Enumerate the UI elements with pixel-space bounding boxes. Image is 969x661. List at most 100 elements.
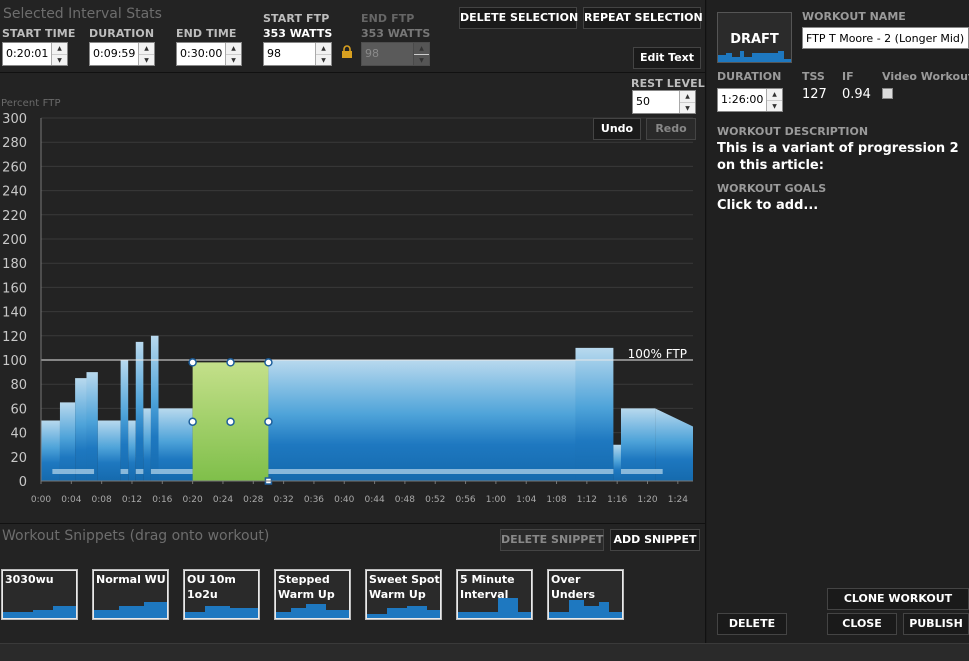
snippet-name: OU 10m 1o2u <box>187 573 236 601</box>
x-tick-label: 1:12 <box>577 495 597 505</box>
start-ftp-watts: 353 WATTS <box>263 27 333 40</box>
start-ftp-value[interactable]: 98 <box>267 47 281 60</box>
description-text[interactable]: This is a variant of progression 2 on th… <box>717 141 959 173</box>
snippet-profile <box>3 606 76 618</box>
snippet-card[interactable]: 5 Minute Interval <box>456 569 533 620</box>
text-marker-bar[interactable] <box>620 469 663 474</box>
duration-value[interactable]: 0:09:59 <box>93 47 136 60</box>
interval-block[interactable] <box>613 444 621 481</box>
thumbnail-profile <box>718 51 791 62</box>
interval-block[interactable] <box>97 420 121 482</box>
selection-handle[interactable] <box>188 358 197 367</box>
x-tick-label: 0:48 <box>395 495 415 505</box>
rest-level-value[interactable]: 50 <box>636 95 650 108</box>
edit-text-button[interactable]: Edit Text <box>633 47 701 69</box>
end-time-stepper[interactable]: 0:30:00 ▲ ▼ <box>176 42 242 66</box>
snippets-title: Workout Snippets (drag onto workout) <box>2 528 270 544</box>
interval-block[interactable] <box>158 408 193 481</box>
selection-handle[interactable] <box>226 358 235 367</box>
down-arrow-icon[interactable]: ▼ <box>226 54 241 66</box>
interval-block[interactable] <box>120 360 129 481</box>
y-axis-label: Percent FTP <box>1 98 61 109</box>
snippet-name: 3030wu <box>5 573 54 586</box>
interval-block[interactable] <box>620 408 656 481</box>
snippet-preview: Sweet Spot Warm Up <box>367 571 440 618</box>
workout-duration-value[interactable]: 1:26:00 <box>721 93 764 106</box>
down-arrow-icon[interactable]: ▼ <box>52 54 67 66</box>
lock-icon[interactable] <box>341 45 353 59</box>
selection-handle[interactable] <box>226 417 235 426</box>
description-label: WORKOUT DESCRIPTION <box>717 125 869 138</box>
y-tick-label: 260 <box>2 160 27 175</box>
down-arrow-icon[interactable]: ▼ <box>316 54 331 66</box>
x-tick-label: 1:04 <box>516 495 536 505</box>
undo-button[interactable]: Undo <box>593 118 641 140</box>
text-marker-bar[interactable] <box>120 469 129 474</box>
y-tick-label: 240 <box>2 185 27 200</box>
start-ftp-stepper[interactable]: 98 ▲ ▼ <box>263 42 332 66</box>
workout-thumbnail[interactable]: DRAFT <box>717 12 792 63</box>
down-arrow-icon[interactable]: ▼ <box>139 54 154 66</box>
up-arrow-icon[interactable]: ▲ <box>321 45 326 52</box>
x-tick-label: 0:20 <box>183 495 203 505</box>
selection-handle[interactable] <box>264 417 273 426</box>
selection-handle[interactable] <box>264 358 273 367</box>
y-tick-label: 80 <box>10 378 27 393</box>
down-arrow-icon[interactable]: ▼ <box>680 102 695 114</box>
text-marker-bar[interactable] <box>268 469 614 474</box>
x-tick-label: 1:00 <box>486 495 506 505</box>
selection-handle[interactable] <box>188 417 197 426</box>
interval-block[interactable] <box>268 360 576 481</box>
workout-chart[interactable]: 0 20 40 60 80 100 120 140 160 180 200 220 240 260 280 3… <box>0 75 706 517</box>
interval-block[interactable] <box>75 378 87 481</box>
snippet-card[interactable]: 3030wu <box>1 569 78 620</box>
up-arrow-icon[interactable]: ▲ <box>685 93 690 100</box>
interval-block[interactable] <box>128 420 136 482</box>
snippet-card[interactable]: Over Unders <box>547 569 624 620</box>
delete-selection-button[interactable]: DELETE SELECTION <box>459 7 578 29</box>
video-workout-checkbox[interactable] <box>882 88 893 99</box>
y-tick-label: 220 <box>2 209 27 224</box>
close-button[interactable]: CLOSE <box>827 613 897 635</box>
clone-workout-button[interactable]: CLONE WORKOUT <box>827 588 969 610</box>
y-tick-label: 140 <box>2 306 27 321</box>
up-arrow-icon[interactable]: ▲ <box>772 91 777 98</box>
interval-block[interactable] <box>150 335 159 481</box>
repeat-selection-button[interactable]: REPEAT SELECTION <box>583 7 703 29</box>
y-tick-label: 200 <box>2 233 27 248</box>
interval-block[interactable] <box>135 341 144 481</box>
snippet-preview: Stepped Warm Up <box>276 571 349 618</box>
add-snippet-button[interactable]: ADD SNIPPET <box>610 529 700 551</box>
text-marker-bar[interactable] <box>135 469 144 474</box>
start-time-stepper[interactable]: 0:20:01 ▲ ▼ <box>2 42 68 66</box>
duration-stepper[interactable]: 0:09:59 ▲ ▼ <box>89 42 155 66</box>
x-tick-label: 0:24 <box>213 495 233 505</box>
workout-name-input[interactable]: FTP T Moore - 2 (Longer Mid) <box>802 27 969 49</box>
snippet-card[interactable]: Normal WU <box>92 569 169 620</box>
text-marker-bar[interactable] <box>52 469 76 474</box>
rest-level-stepper[interactable]: 50 ▲ ▼ <box>632 90 696 114</box>
snippet-card[interactable]: Sweet Spot Warm Up <box>365 569 442 620</box>
text-marker-bar[interactable] <box>75 469 95 474</box>
interval-block[interactable] <box>143 408 151 481</box>
delete-workout-button[interactable]: DELETE <box>717 613 787 635</box>
up-arrow-icon[interactable]: ▲ <box>144 45 149 52</box>
snippet-name: 5 Minute Interval <box>460 573 515 601</box>
up-arrow-icon[interactable]: ▲ <box>231 45 236 52</box>
workout-duration-stepper[interactable]: 1:26:00 ▲ ▼ <box>717 88 783 112</box>
snippet-card[interactable]: Stepped Warm Up <box>274 569 351 620</box>
interval-block[interactable] <box>655 408 693 481</box>
end-time-value[interactable]: 0:30:00 <box>180 47 223 60</box>
publish-button[interactable]: PUBLISH <box>903 613 969 635</box>
text-marker-bar[interactable] <box>150 469 193 474</box>
x-tick-label: 0:32 <box>273 495 293 505</box>
up-arrow-icon[interactable]: ▲ <box>57 45 62 52</box>
interval-block[interactable] <box>59 402 76 481</box>
interval-block[interactable] <box>86 372 98 481</box>
interval-block[interactable] <box>41 420 60 482</box>
interval-block[interactable] <box>575 347 614 481</box>
down-arrow-icon[interactable]: ▼ <box>767 100 782 112</box>
snippet-card[interactable]: OU 10m 1o2u <box>183 569 260 620</box>
start-time-value[interactable]: 0:20:01 <box>6 47 49 60</box>
goals-text[interactable]: Click to add... <box>717 198 819 213</box>
